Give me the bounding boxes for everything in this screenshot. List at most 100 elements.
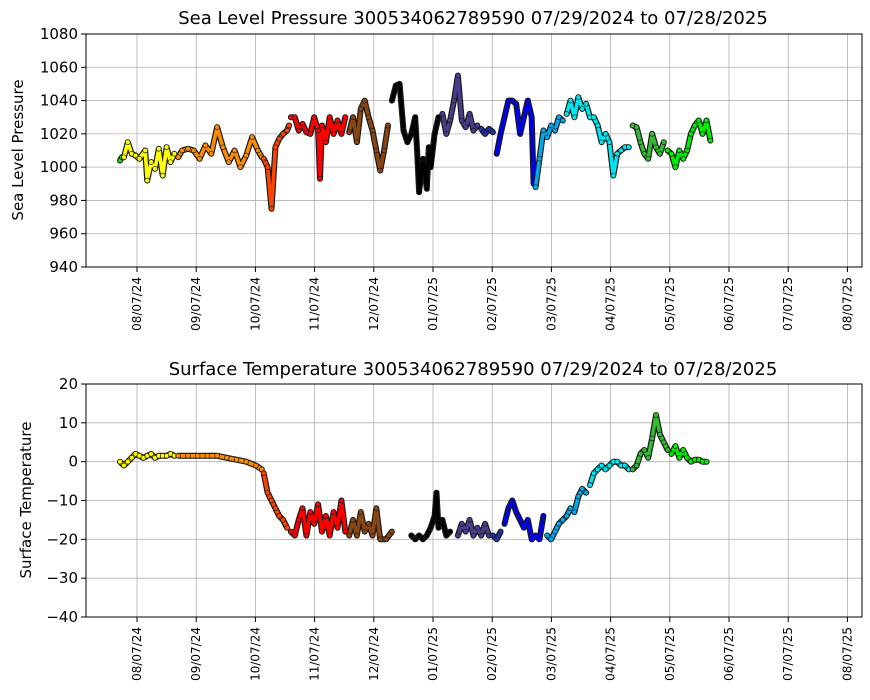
x-tick-label: 03/07/25 xyxy=(544,627,558,681)
data-point xyxy=(268,497,275,504)
series-line xyxy=(665,118,713,169)
data-point xyxy=(664,447,671,453)
data-point xyxy=(486,126,492,132)
data-point xyxy=(381,147,387,154)
data-point xyxy=(369,127,376,134)
data-point xyxy=(672,443,679,449)
data-point xyxy=(684,455,690,461)
data-point xyxy=(334,524,341,531)
data-point xyxy=(412,536,418,543)
data-point xyxy=(416,189,422,195)
data-point xyxy=(196,156,203,162)
data-point xyxy=(614,458,620,465)
data-point xyxy=(317,176,323,182)
x-tick-label: 02/07/25 xyxy=(485,627,499,681)
x-tick-label: 07/07/25 xyxy=(781,277,795,331)
data-point xyxy=(493,151,500,157)
y-tick-label: 1080 xyxy=(40,25,78,43)
data-point xyxy=(552,528,558,535)
data-point xyxy=(680,156,686,162)
data-point xyxy=(703,458,710,465)
data-point xyxy=(560,517,566,523)
plot-frame xyxy=(85,33,863,268)
data-point xyxy=(260,470,267,477)
data-point xyxy=(591,470,597,477)
data-point xyxy=(330,131,337,137)
data-point xyxy=(556,521,562,527)
data-point xyxy=(377,536,383,543)
data-point xyxy=(447,117,453,124)
x-tick-label: 03/07/25 xyxy=(544,277,558,331)
data-point xyxy=(226,159,232,165)
data-point xyxy=(497,131,504,137)
data-point xyxy=(692,122,698,129)
series-line xyxy=(347,98,390,173)
data-point xyxy=(280,131,286,137)
data-point xyxy=(326,114,333,120)
data-point xyxy=(567,505,574,512)
data-point xyxy=(521,114,527,120)
data-point xyxy=(424,532,430,539)
data-point xyxy=(292,114,298,120)
data-point xyxy=(346,532,352,539)
data-point xyxy=(497,528,504,535)
data-point xyxy=(699,131,706,137)
data-point xyxy=(185,146,191,152)
data-point xyxy=(365,521,372,527)
data-point xyxy=(548,122,554,129)
series-line xyxy=(630,413,670,472)
data-point xyxy=(159,172,166,179)
x-tick-label: 07/07/25 xyxy=(781,627,795,681)
data-point xyxy=(276,136,282,142)
data-point xyxy=(695,117,702,124)
data-point xyxy=(338,497,345,504)
data-point xyxy=(315,127,321,134)
data-point xyxy=(645,156,651,162)
data-point xyxy=(532,184,539,190)
data-point xyxy=(571,114,578,120)
data-point xyxy=(330,509,337,515)
data-point xyxy=(478,532,484,539)
data-point xyxy=(299,505,306,512)
data-point xyxy=(676,455,683,461)
chart-title: Surface Temperature 300534062789590 07/2… xyxy=(169,359,778,380)
sea-level-pressure-panel: Sea Level Pressure 300534062789590 07/29… xyxy=(9,8,863,331)
data-point xyxy=(439,111,446,117)
data-point xyxy=(144,177,150,184)
data-point xyxy=(482,131,488,137)
data-point xyxy=(653,144,659,150)
data-point xyxy=(323,513,329,519)
data-point xyxy=(243,458,249,465)
data-point xyxy=(315,501,321,508)
data-point xyxy=(517,131,523,137)
data-point xyxy=(299,121,306,127)
series-line xyxy=(176,454,264,472)
data-point xyxy=(629,466,636,473)
data-point xyxy=(482,521,488,527)
x-tick-label: 02/07/25 xyxy=(485,277,499,331)
y-tick-label: 1040 xyxy=(40,92,78,110)
data-point xyxy=(579,486,585,492)
data-point xyxy=(563,111,570,117)
data-point xyxy=(536,156,543,162)
data-point xyxy=(142,147,148,154)
data-point xyxy=(117,458,123,465)
data-point xyxy=(121,154,127,160)
data-point xyxy=(342,114,349,120)
data-point xyxy=(350,114,356,120)
data-point xyxy=(544,134,550,140)
y-tick-label: −10 xyxy=(46,492,78,510)
data-point xyxy=(286,122,292,129)
data-point xyxy=(649,435,655,442)
data-point xyxy=(408,131,415,137)
grid xyxy=(86,383,862,618)
data-point xyxy=(587,482,593,488)
data-point xyxy=(455,532,461,539)
data-point xyxy=(204,453,211,459)
data-point xyxy=(637,139,644,145)
y-tick-label: 1060 xyxy=(40,58,78,76)
y-tick-label: −30 xyxy=(46,569,78,587)
data-point xyxy=(334,117,341,124)
data-point xyxy=(152,166,158,172)
data-point xyxy=(540,127,547,134)
